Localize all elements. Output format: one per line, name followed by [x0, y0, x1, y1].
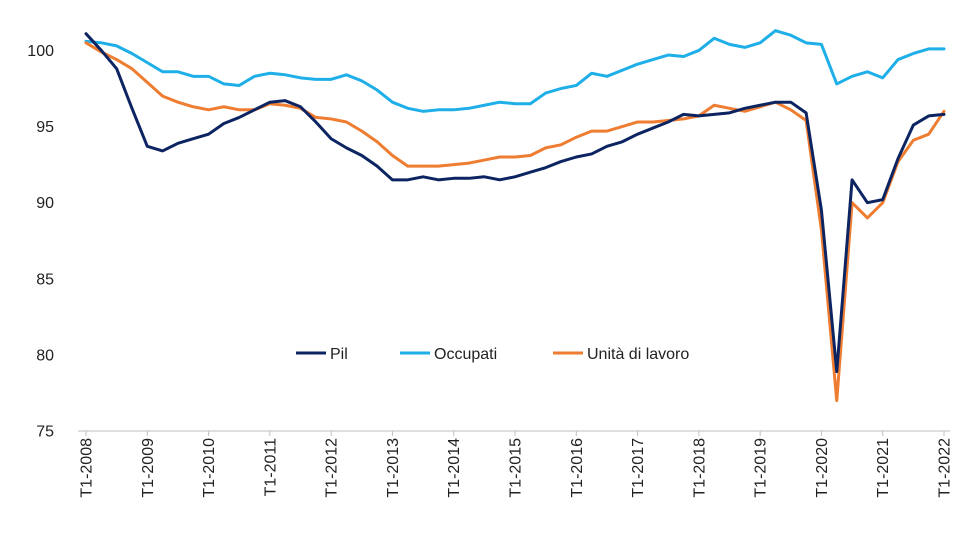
- x-tick-label: T1-2012: [324, 438, 341, 498]
- x-tick-label: T1-2015: [508, 438, 525, 498]
- x-tick-label: T1-2011: [262, 438, 279, 497]
- legend-label: Occupati: [434, 346, 497, 363]
- x-tick-label: T1-2009: [140, 438, 157, 498]
- x-tick-label: T1-2019: [753, 438, 770, 498]
- legend-label: Pil: [330, 346, 348, 363]
- x-tick-label: T1-2013: [385, 438, 402, 498]
- x-tick-label: T1-2022: [937, 438, 954, 498]
- legend-label: Unità di lavoro: [587, 346, 689, 363]
- series-line-pil: [84, 32, 946, 374]
- legend: Pil Occupati Unità di lavoro: [296, 346, 689, 363]
- x-tick-label: T1-2018: [691, 438, 708, 498]
- x-tick-label: T1-2010: [201, 438, 218, 498]
- series-line-occupati: [84, 29, 946, 113]
- y-axis-ticks: 75 80 85 90 95 100: [27, 43, 54, 441]
- x-tick-label: T1-2017: [630, 438, 647, 498]
- x-axis-ticks: T1-2008 T1-2009 T1-2010 T1-2011 T1-2012 T1-20…: [79, 431, 954, 498]
- x-tick-label: T1-2021: [875, 438, 892, 498]
- x-tick-label: T1-2020: [814, 438, 831, 498]
- x-tick-label: T1-2016: [569, 438, 586, 498]
- series-line-unit-di-lavoro: [84, 41, 946, 403]
- series-lines: [84, 29, 946, 403]
- y-tick-label: 75: [36, 424, 54, 441]
- y-tick-label: 80: [36, 347, 54, 364]
- x-tick-label: T1-2008: [79, 438, 96, 498]
- y-tick-label: 90: [36, 195, 54, 212]
- y-tick-label: 95: [36, 119, 54, 136]
- y-tick-label: 85: [36, 271, 54, 288]
- x-tick-label: T1-2014: [446, 438, 463, 498]
- y-tick-label: 100: [27, 43, 54, 60]
